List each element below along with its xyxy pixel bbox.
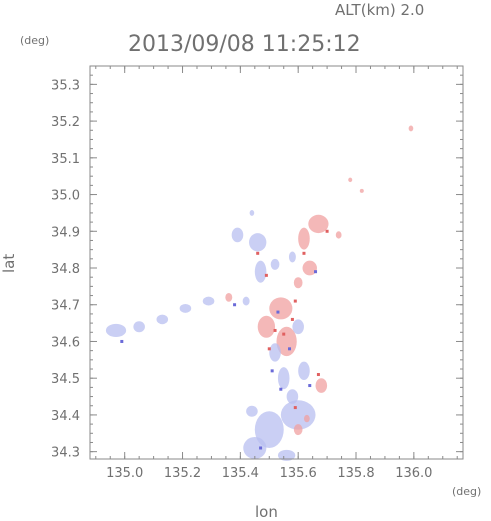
- y-tick-label-9: 35.2: [51, 115, 80, 130]
- x-tick-label-1: 135.2: [164, 466, 201, 481]
- data-region-31: [280, 400, 316, 430]
- data-region-18: [179, 304, 192, 313]
- data-region-20: [225, 292, 233, 302]
- y-tick-label-5: 34.8: [51, 262, 80, 277]
- data-region-9: [249, 233, 267, 252]
- data-speck-5: [290, 317, 294, 321]
- data-region-10: [231, 227, 244, 243]
- data-region-26: [292, 319, 304, 335]
- y-tick-label-1: 34.4: [51, 409, 80, 424]
- data-region-21: [242, 296, 250, 306]
- data-speck-9: [293, 299, 297, 303]
- data-region-35: [277, 449, 296, 461]
- data-speck-10: [270, 369, 274, 373]
- data-region-16: [133, 321, 145, 333]
- data-region-1: [408, 125, 414, 132]
- x-tick-label-2: 135.4: [222, 466, 259, 481]
- data-region-14: [249, 209, 255, 216]
- y-tick-label-7: 35.0: [51, 189, 80, 204]
- x-tick-label-3: 135.6: [280, 466, 317, 481]
- data-speck-15: [308, 384, 312, 388]
- data-regions: [105, 125, 414, 461]
- data-region-25: [269, 343, 281, 362]
- x-axis-unit: (deg): [452, 485, 481, 498]
- data-region-15: [105, 323, 127, 338]
- data-region-33: [243, 436, 267, 460]
- y-axis-label: lat: [0, 254, 18, 273]
- data-region-12: [270, 258, 280, 270]
- altitude-label: ALT(km) 2.0: [335, 1, 424, 19]
- data-speck-14: [314, 270, 318, 274]
- data-speck-11: [264, 273, 268, 277]
- data-region-37: [303, 414, 310, 423]
- data-speck-19: [259, 446, 263, 450]
- y-tick-label-0: 34.3: [51, 446, 80, 461]
- x-axis-label: lon: [255, 503, 278, 521]
- y-tick-label-2: 34.5: [51, 372, 80, 387]
- data-region-17: [156, 314, 169, 325]
- data-region-36: [293, 424, 303, 436]
- data-speck-3: [273, 328, 277, 332]
- axis-tick-labels: 135.0 135.2 135.4 135.6 135.8 136.0 34.3 34.4 34…: [51, 78, 432, 481]
- data-region-8: [359, 188, 364, 193]
- data-region-4: [302, 260, 317, 276]
- data-speck-12: [256, 251, 260, 255]
- data-speck-7: [288, 347, 292, 351]
- plot-frame: [89, 65, 464, 460]
- data-speck-13: [302, 251, 306, 255]
- chart-title: 2013/09/08 11:25:12: [128, 32, 361, 57]
- data-region-27: [277, 367, 290, 390]
- data-region-30: [286, 389, 299, 404]
- data-region-2: [308, 214, 329, 234]
- x-tick-label-0: 135.0: [106, 466, 143, 481]
- data-speck-17: [293, 406, 297, 410]
- data-speck-18: [279, 387, 283, 391]
- y-axis-unit: (deg): [20, 34, 49, 47]
- data-speck-6: [267, 347, 271, 351]
- data-region-24: [276, 326, 297, 357]
- data-region-34: [246, 405, 258, 417]
- data-region-23: [257, 315, 276, 338]
- y-tick-label-4: 34.7: [51, 299, 80, 314]
- data-region-3: [298, 227, 310, 250]
- data-region-5: [293, 277, 303, 289]
- data-region-22: [269, 297, 293, 320]
- data-region-7: [348, 177, 353, 183]
- data-region-29: [315, 378, 328, 393]
- y-tick-label-3: 34.6: [51, 335, 80, 350]
- data-speck-1: [120, 339, 124, 343]
- data-speck-4: [282, 332, 286, 336]
- data-speck-2: [233, 303, 237, 307]
- data-region-32: [254, 411, 284, 448]
- data-region-6: [335, 231, 342, 239]
- y-tick-label-8: 35.1: [51, 152, 80, 167]
- y-tick-label-10: 35.3: [51, 78, 80, 93]
- data-speck-20: [325, 229, 329, 233]
- data-region-28: [298, 361, 310, 381]
- y-tick-label-6: 34.9: [51, 225, 80, 240]
- data-region-13: [288, 251, 296, 263]
- x-tick-label-4: 135.8: [337, 466, 374, 481]
- axis-ticks: [90, 65, 463, 459]
- data-region-11: [254, 260, 267, 283]
- data-speck-16: [316, 373, 320, 377]
- data-region-19: [202, 296, 215, 306]
- x-tick-label-5: 136.0: [395, 466, 432, 481]
- data-speck-8: [276, 310, 280, 314]
